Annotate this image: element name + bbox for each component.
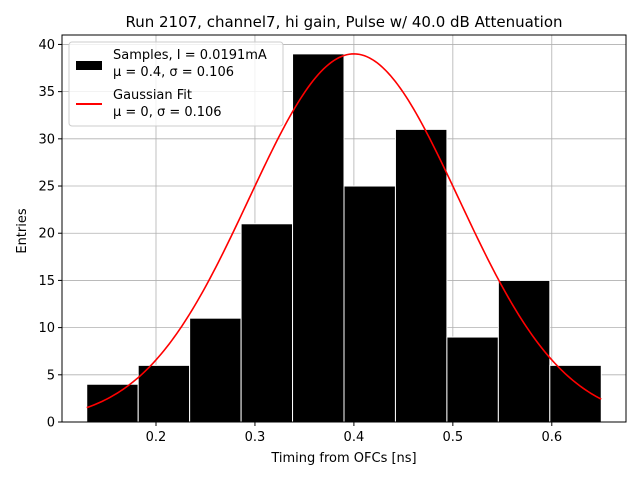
y-tick-label: 30 [38,132,55,147]
x-axis-label: Timing from OFCs [ns] [270,451,416,466]
x-tick-label: 0.3 [245,430,266,445]
x-tick-label: 0.5 [442,430,463,445]
legend-samples-stats: μ = 0.4, σ = 0.106 [113,65,234,80]
gaussian-fit-curve-group [86,53,602,409]
histogram-bar [394,128,448,423]
histogram-bar [549,364,602,423]
y-axis-ticks: 0 5 10 15 20 25 30 35 40 [38,38,62,431]
y-tick-label: 40 [38,38,55,53]
y-tick-label: 15 [38,274,55,289]
y-tick-label: 5 [47,368,55,383]
y-tick-label: 35 [38,85,55,100]
histogram-bar [240,223,294,423]
legend-samples-label: Samples, I = 0.0191mA [113,48,267,63]
legend-samples-swatch [76,61,102,70]
legend: Samples, I = 0.0191mA μ = 0.4, σ = 0.106… [68,41,284,127]
x-tick-label: 0.2 [146,430,167,445]
histogram-bar [497,279,551,423]
y-axis-label: Entries [15,208,30,254]
y-tick-label: 0 [47,416,55,431]
x-tick-label: 0.6 [541,430,562,445]
histogram-bar [86,383,139,423]
histogram-bars [86,53,602,423]
histogram-bar [343,185,396,423]
y-tick-label: 10 [38,321,55,336]
y-tick-label: 25 [38,180,55,195]
legend-box [68,41,284,127]
x-axis-ticks: 0.2 0.3 0.4 0.5 0.6 [146,422,562,445]
x-tick-label: 0.4 [344,430,365,445]
histogram-bar [292,53,345,423]
histogram-bar [137,364,191,423]
legend-fit-label: Gaussian Fit [113,88,192,103]
histogram-bar [446,336,499,423]
legend-fit-stats: μ = 0, σ = 0.106 [113,105,222,120]
gaussian-fit-curve [86,53,602,409]
plot-frame [61,34,627,423]
histogram-bar [189,317,242,423]
y-tick-label: 20 [38,227,55,242]
chart-title: Run 2107, channel7, hi gain, Pulse w/ 40… [125,13,562,31]
